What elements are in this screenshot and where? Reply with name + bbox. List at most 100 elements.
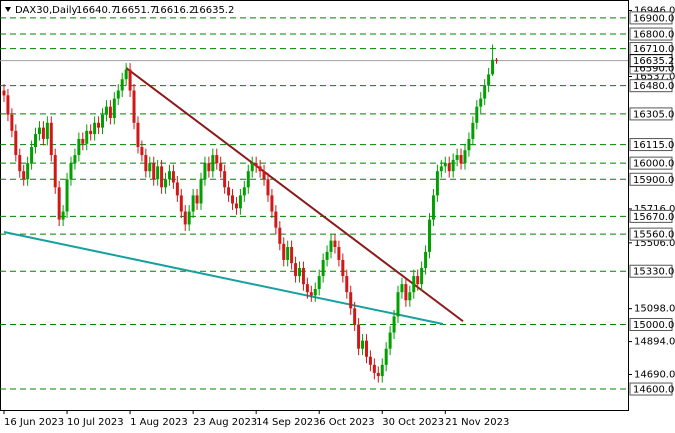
level-box [629,11,673,25]
candle-body [108,106,112,118]
candle-body [191,195,195,212]
candle-body [479,98,483,107]
candle-body [73,155,77,164]
candle-body [22,171,26,180]
plot-frame [0,0,629,411]
y-tick-label: 15506.0 [634,238,675,249]
candle-body [491,59,495,75]
candle-body [400,284,404,293]
candle-body [26,163,30,180]
menu-arrow[interactable] [5,7,11,12]
candle-body [144,155,148,172]
candle-body [211,155,215,172]
candle-body [396,292,400,317]
level-label: 16115.0 [633,140,674,151]
level-box [629,172,673,186]
level-label: 14600.0 [633,385,674,396]
candle-body [30,146,34,164]
x-tick-label: 6 Oct 2023 [319,417,374,428]
candle-body [136,122,140,147]
trendline [3,231,444,325]
level-box [629,138,673,152]
candle-body [132,90,136,123]
candle-body [321,259,325,277]
y-tick-label: 15716.0 [634,204,675,215]
level-label: 16710.0 [633,44,674,55]
candle-body [250,163,254,172]
y-tick-label: 16537.0 [634,71,675,82]
level-label: 16800.0 [633,30,674,41]
ohlc-low: 16616.2 [154,5,195,16]
candle-body [483,85,487,99]
x-tick-label: 10 Jul 2023 [67,417,124,428]
candle-body [89,130,93,135]
candle-body [120,79,124,91]
candle-body [392,316,396,333]
candle-body [41,127,45,139]
candle-body [376,372,380,377]
candle-body [404,284,408,301]
level-box [629,264,673,278]
candle-body [61,211,65,220]
candle-body [266,179,270,196]
price-box [629,54,673,68]
candle-body [337,247,341,260]
x-tick-label: 1 Aug 2023 [130,417,188,428]
x-tick-label: 14 Sep 2023 [256,417,319,428]
candle-body [451,159,455,172]
level-label: 16000.0 [633,159,674,170]
ohlc-open: 16640.7 [76,5,117,16]
candle-body [195,195,199,204]
level-box [629,317,673,331]
y-tick-label: 14690.0 [634,370,675,381]
candle-body [199,179,203,204]
candle-body [14,130,18,156]
candle-body [124,69,128,80]
candle-body [353,308,357,325]
candle-body [6,95,10,115]
candle-body [65,179,69,212]
candle-body [459,155,463,164]
level-label: 15330.0 [633,267,674,278]
level-box [629,209,673,223]
candle-body [471,122,475,139]
candle-body [164,179,168,188]
candle-body [148,163,152,172]
candle-body [313,288,317,296]
candle-body [219,163,223,172]
candle-body [290,247,294,264]
candle-body [487,74,491,86]
candle-body [368,356,372,365]
x-tick-label: 21 Nov 2023 [445,417,509,428]
candle-body [18,155,22,172]
candle-body [301,268,305,285]
level-box [629,27,673,41]
candle-body [455,155,459,160]
candle-body [431,195,435,220]
candle-body [234,203,238,209]
candle-body [424,251,428,269]
candle-body [69,163,73,180]
candle-body [361,340,365,349]
candle-body [140,146,144,156]
candle-body [242,187,246,196]
candle-body [112,98,116,118]
candle-body [10,114,14,131]
price-label: 16635.2 [633,56,674,67]
candle-body [238,195,242,209]
candle-body [447,163,451,172]
candle-body [286,247,290,260]
candle-body [274,211,278,228]
x-tick-label: 23 Aug 2023 [193,417,257,428]
candle-body [171,171,175,183]
candle-body [305,284,309,293]
candle-body [420,268,424,285]
candle-body [49,122,53,156]
candle-body [475,106,479,123]
candle-body [317,276,321,289]
candle-body [380,364,384,377]
candle-body [34,134,38,147]
candle-body [282,243,286,260]
candle-body [101,114,104,128]
